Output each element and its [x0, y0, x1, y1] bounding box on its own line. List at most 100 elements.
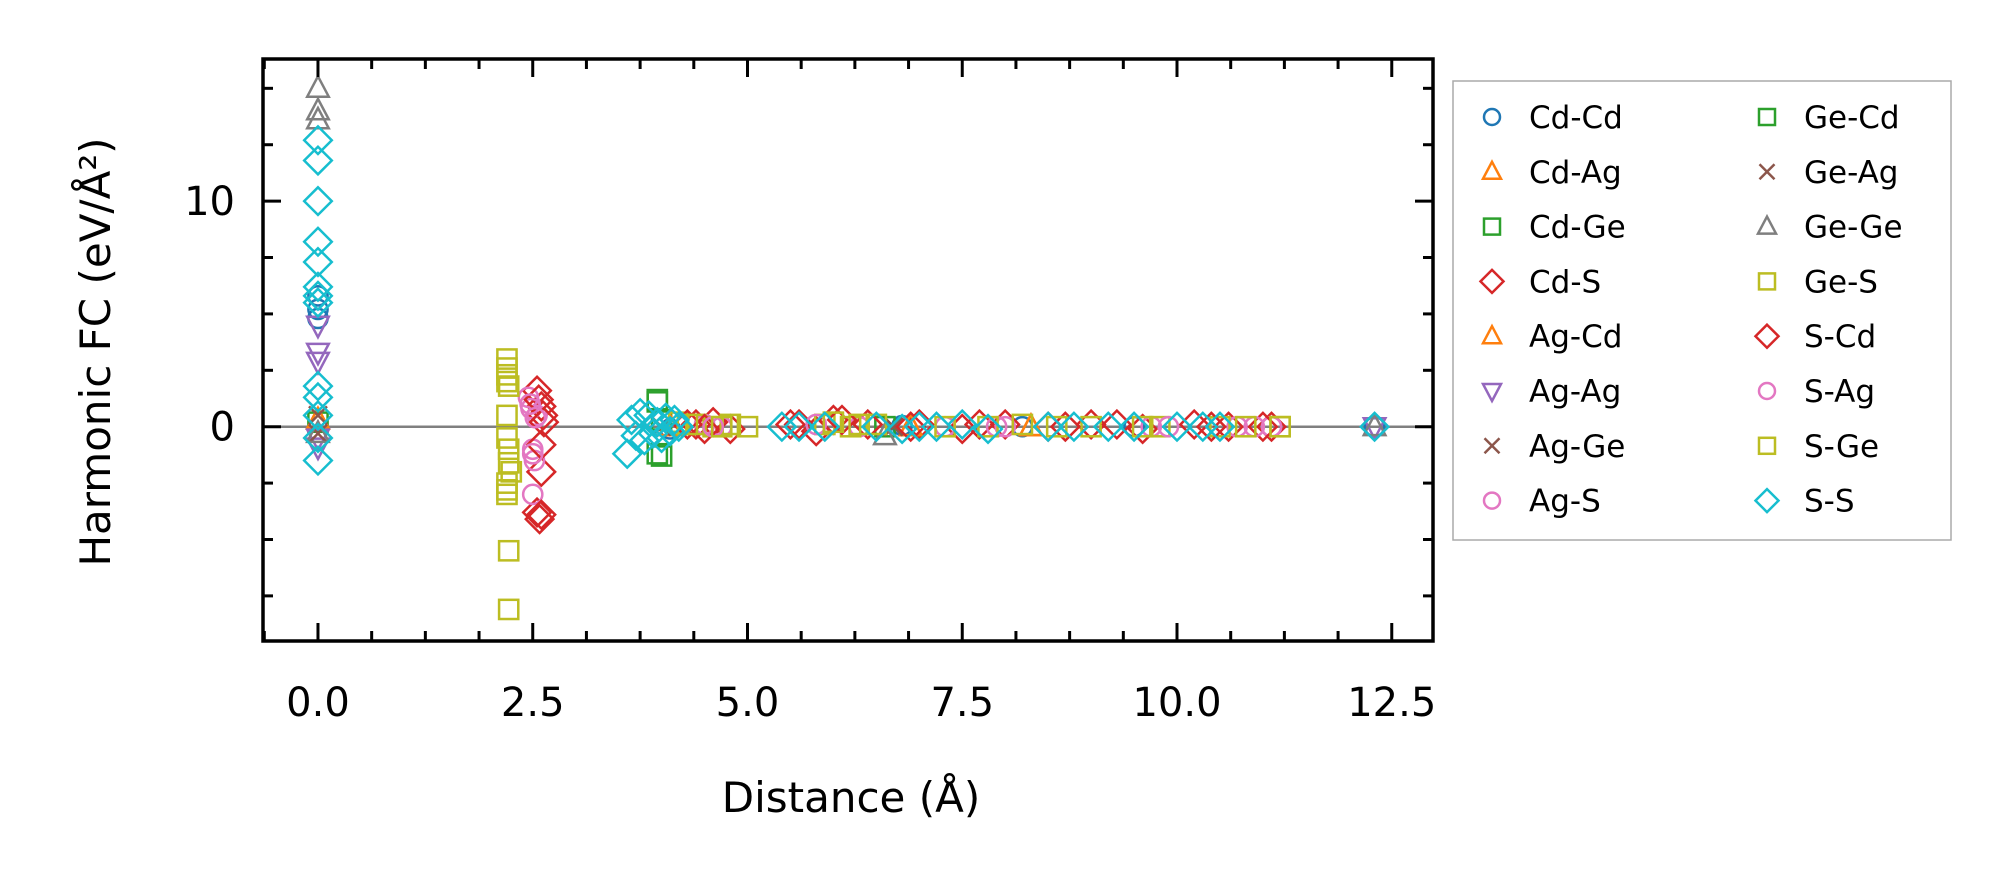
- data-point-s-s: [658, 404, 691, 436]
- legend-label: S-Cd: [1804, 319, 1876, 355]
- data-point-ag-ge: [308, 423, 328, 444]
- data-point-s-s: [663, 411, 695, 443]
- data-point-cd-cd: [307, 285, 329, 307]
- y-axis-label: Harmonic FC (eV/Å²): [70, 137, 120, 566]
- data-point-s-s: [1161, 411, 1193, 443]
- plot-frame: [261, 57, 1435, 643]
- legend-marker-icon: [1480, 323, 1504, 345]
- data-point-ge-s: [496, 427, 518, 449]
- y-tick-labels: 0 10: [184, 179, 235, 451]
- data-point-ge-s: [865, 413, 888, 436]
- legend-marker-icon: [1753, 487, 1781, 514]
- legend-label: Ge-Ge: [1804, 210, 1903, 246]
- legend-label: S-Ge: [1804, 429, 1879, 465]
- data-point-s-ge: [496, 479, 518, 501]
- data-point-ag-ag: [305, 351, 331, 376]
- data-point-s-ge: [496, 370, 518, 393]
- data-point-ge-ge: [305, 418, 331, 444]
- data-point-cd-s: [524, 503, 556, 535]
- data-point-cd-s: [989, 408, 1021, 441]
- data-point-s-s: [628, 424, 660, 456]
- data-point-cd-s: [852, 408, 884, 441]
- legend-label: Ge-Ag: [1804, 155, 1898, 191]
- legend-marker-icon: [1483, 437, 1501, 455]
- data-point-s-s: [650, 402, 682, 434]
- data-point-cd-s: [774, 408, 807, 441]
- data-point-ge-ge: [305, 96, 331, 121]
- data-point-s-s: [302, 124, 334, 156]
- legend-label: Ag-Ag: [1529, 374, 1621, 410]
- data-point-ge-s: [497, 539, 520, 562]
- data-point-s-s: [1359, 411, 1391, 443]
- legend-item: S-Ag: [1757, 374, 1875, 410]
- legend-item: Ag-S: [1482, 484, 1601, 520]
- data-point-s-s: [783, 411, 815, 443]
- legend-marker-icon: [1478, 268, 1506, 295]
- legend-item: Ge-Ge: [1755, 210, 1903, 246]
- data-point-s-s: [886, 413, 918, 445]
- data-point-ag-s: [521, 483, 544, 506]
- x-tick-labels: 0.0 2.5 5.0 7.5 10.0 12.5: [286, 680, 1436, 726]
- data-point-ge-s: [1080, 415, 1102, 438]
- data-point-s-s: [809, 411, 841, 443]
- data-point-ge-s: [934, 415, 956, 438]
- legend-item: Ge-S: [1757, 264, 1878, 300]
- legend-item: Cd-S: [1478, 264, 1601, 300]
- data-point-s-cd: [525, 499, 557, 531]
- data-point-s-cd: [1195, 411, 1227, 443]
- legend-item: S-Cd: [1753, 319, 1876, 355]
- data-point-s-ag: [1157, 415, 1180, 438]
- data-point-cd-s: [521, 375, 553, 407]
- series-s-ge: [496, 370, 1291, 501]
- data-point-ge-ag: [308, 405, 328, 426]
- x-tick-label: 2.5: [501, 680, 565, 726]
- legend-label: Cd-Ag: [1529, 155, 1622, 191]
- data-point-ag-ag: [305, 437, 331, 462]
- data-point-ag-s: [526, 404, 548, 427]
- data-point-s-cd: [528, 406, 560, 438]
- data-point-s-s: [302, 226, 334, 258]
- legend-item: Ag-Ge: [1483, 429, 1625, 465]
- data-point-ge-ag: [883, 416, 904, 437]
- legend-marker-icon: [1480, 159, 1504, 181]
- data-point-s-s: [654, 415, 686, 447]
- legend-label: S-Ag: [1804, 374, 1875, 410]
- legend-item: Ag-Ag: [1480, 374, 1621, 410]
- data-point-cd-s: [527, 399, 559, 431]
- data-point-s-s: [302, 280, 334, 312]
- legend-marker-icon: [1758, 163, 1776, 181]
- data-point-s-ag: [521, 442, 544, 465]
- data-point-s-cd: [688, 413, 721, 445]
- legend-marker-icon: [1755, 213, 1779, 235]
- data-point-s-s: [620, 420, 652, 452]
- y-tick-label: 0: [210, 405, 235, 451]
- series-ge-s: [496, 348, 1291, 621]
- data-point-ge-ge: [305, 73, 331, 98]
- data-point-s-cd: [895, 411, 927, 443]
- legend-box: [1452, 80, 1952, 541]
- data-point-s-s: [972, 413, 1004, 445]
- legend-label: Cd-Ge: [1529, 210, 1626, 246]
- series-ge-ag: [308, 405, 904, 437]
- data-point-s-ge: [1269, 415, 1291, 438]
- legend-label: Ag-S: [1529, 484, 1601, 520]
- data-point-cd-s: [525, 456, 557, 488]
- data-point-s-s: [615, 404, 648, 436]
- data-point-s-ge: [710, 415, 733, 438]
- legend-marker-icon: [1482, 217, 1502, 236]
- data-point-s-s: [1058, 411, 1090, 443]
- data-points: [302, 73, 1391, 621]
- data-point-s-ge: [497, 451, 520, 474]
- legend-label: Cd-S: [1529, 264, 1601, 300]
- legend: Cd-Cd Cd-Ag Cd-Ge Cd-S Ag-Cd Ag-Ag Ag-Ge Ag-S Ge…: [1452, 80, 1952, 541]
- data-point-s-ge: [977, 415, 999, 438]
- data-point-s-s: [860, 411, 892, 443]
- data-point-ge-s: [497, 598, 520, 621]
- data-point-ge-ge: [305, 105, 331, 130]
- axis-ticks: [262, 59, 1433, 641]
- data-point-s-s: [1118, 411, 1150, 443]
- data-point-ge-s: [496, 404, 518, 427]
- data-point-ge-s: [1148, 415, 1171, 438]
- data-point-ge-s: [497, 375, 520, 397]
